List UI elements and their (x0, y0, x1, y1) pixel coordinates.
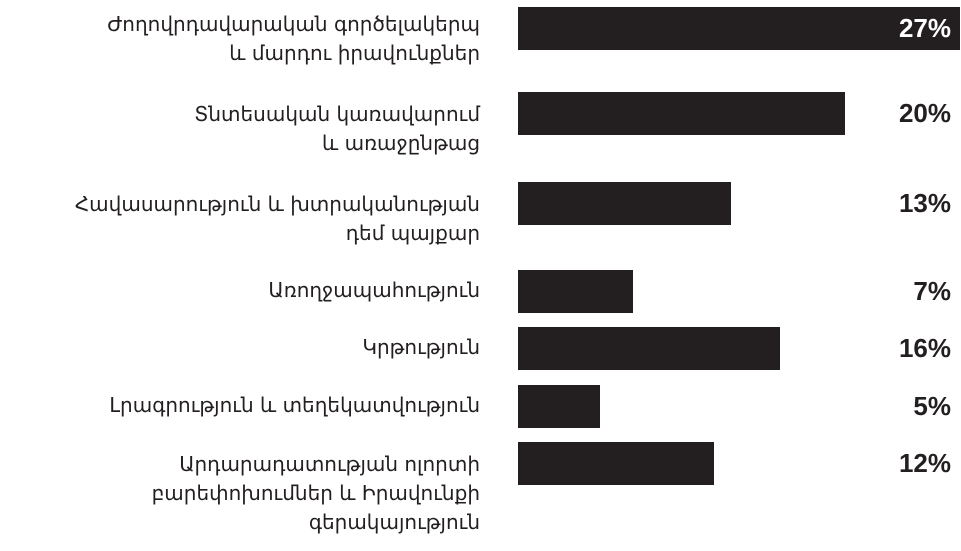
bar (518, 327, 780, 370)
bar (518, 385, 600, 428)
bar (518, 7, 960, 50)
bar (518, 442, 714, 485)
category-label: Ժողովրդավարական գործելակերպ և մարդու իրա… (107, 12, 480, 65)
bar (518, 92, 845, 135)
value-label: 5% (913, 391, 951, 421)
category-label: Լրագրություն և տեղեկատվություն (109, 393, 480, 417)
category-label: Արդարադատության ոլորտի բարեփոխումներ և Ի… (151, 452, 480, 534)
category-label: Կրթություն (362, 335, 480, 359)
category-label: Առողջապահություն (268, 278, 480, 302)
bar (518, 270, 633, 313)
value-label: 12% (898, 448, 951, 478)
value-label: 27% (898, 13, 951, 43)
category-label: Հավասարություն և խտրականության դեմ պայքա… (74, 192, 480, 245)
value-label: 16% (898, 333, 951, 363)
category-label: Տնտեսական կառավարում և առաջընթաց (194, 102, 480, 155)
value-label: 13% (898, 188, 951, 218)
bar (518, 182, 731, 225)
value-label: 20% (898, 98, 951, 128)
value-label: 7% (913, 276, 951, 306)
